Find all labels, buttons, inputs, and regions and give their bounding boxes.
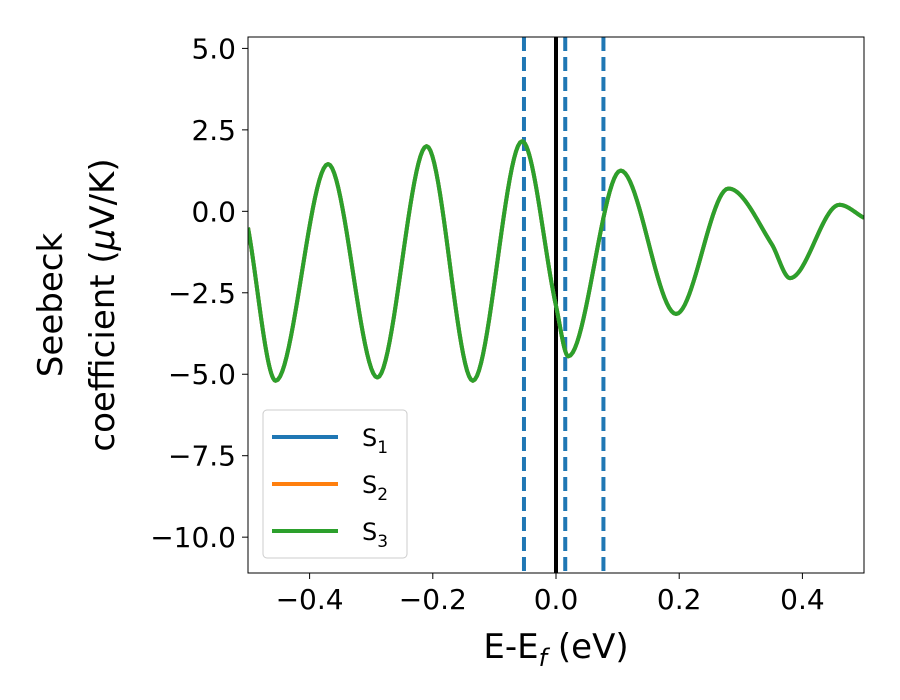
- x-tick-label: 0.2: [657, 583, 702, 616]
- y-axis-title-line1: Seebeck: [31, 233, 71, 378]
- series-lines: [248, 139, 864, 383]
- y-tick-label: 2.5: [191, 114, 236, 147]
- legend-label-subscript: 2: [377, 485, 388, 505]
- y-tick-label: −10.0: [150, 521, 236, 554]
- x-tick-label: 0.0: [534, 583, 579, 616]
- x-axis-title: E-Ef (eV): [483, 627, 628, 672]
- reference-lines: [521, 37, 606, 573]
- y-tick-label: −5.0: [168, 358, 236, 391]
- y-axis-title: Seebeck coefficient (μV/K): [31, 158, 123, 451]
- legend-label-subscript: 3: [377, 532, 388, 552]
- x-tick-label: 0.4: [780, 583, 825, 616]
- legend-label: S2: [362, 471, 388, 505]
- y-axis-title-prefix: coefficient (: [83, 250, 123, 451]
- x-tick-label: −0.2: [399, 583, 467, 616]
- legend-label: S1: [362, 424, 388, 458]
- y-axis: 5.0 2.5 0.0 −2.5 −5.0 −7.5 −10.0: [150, 32, 248, 554]
- legend-label-subscript: 1: [377, 438, 388, 458]
- y-tick-label: −2.5: [168, 277, 236, 310]
- legend-label: S3: [362, 518, 388, 552]
- legend-label-name: S: [362, 518, 377, 546]
- y-axis-title-line2: coefficient (μV/K): [83, 158, 123, 451]
- legend-label-name: S: [362, 424, 377, 452]
- x-axis-title-base: E-E: [483, 627, 538, 667]
- y-tick-label: 5.0: [191, 32, 236, 65]
- y-axis-title-suffix: V/K): [83, 158, 123, 228]
- legend-label-name: S: [362, 471, 377, 499]
- x-axis-title-rest: (eV): [547, 627, 629, 667]
- x-axis: −0.4 −0.2 0.0 0.2 0.4: [276, 573, 825, 616]
- series-line-s3: [248, 139, 864, 383]
- x-tick-label: −0.4: [276, 583, 344, 616]
- y-tick-label: −7.5: [168, 440, 236, 473]
- y-tick-label: 0.0: [191, 195, 236, 228]
- y-axis-title-mu: μ: [83, 229, 123, 252]
